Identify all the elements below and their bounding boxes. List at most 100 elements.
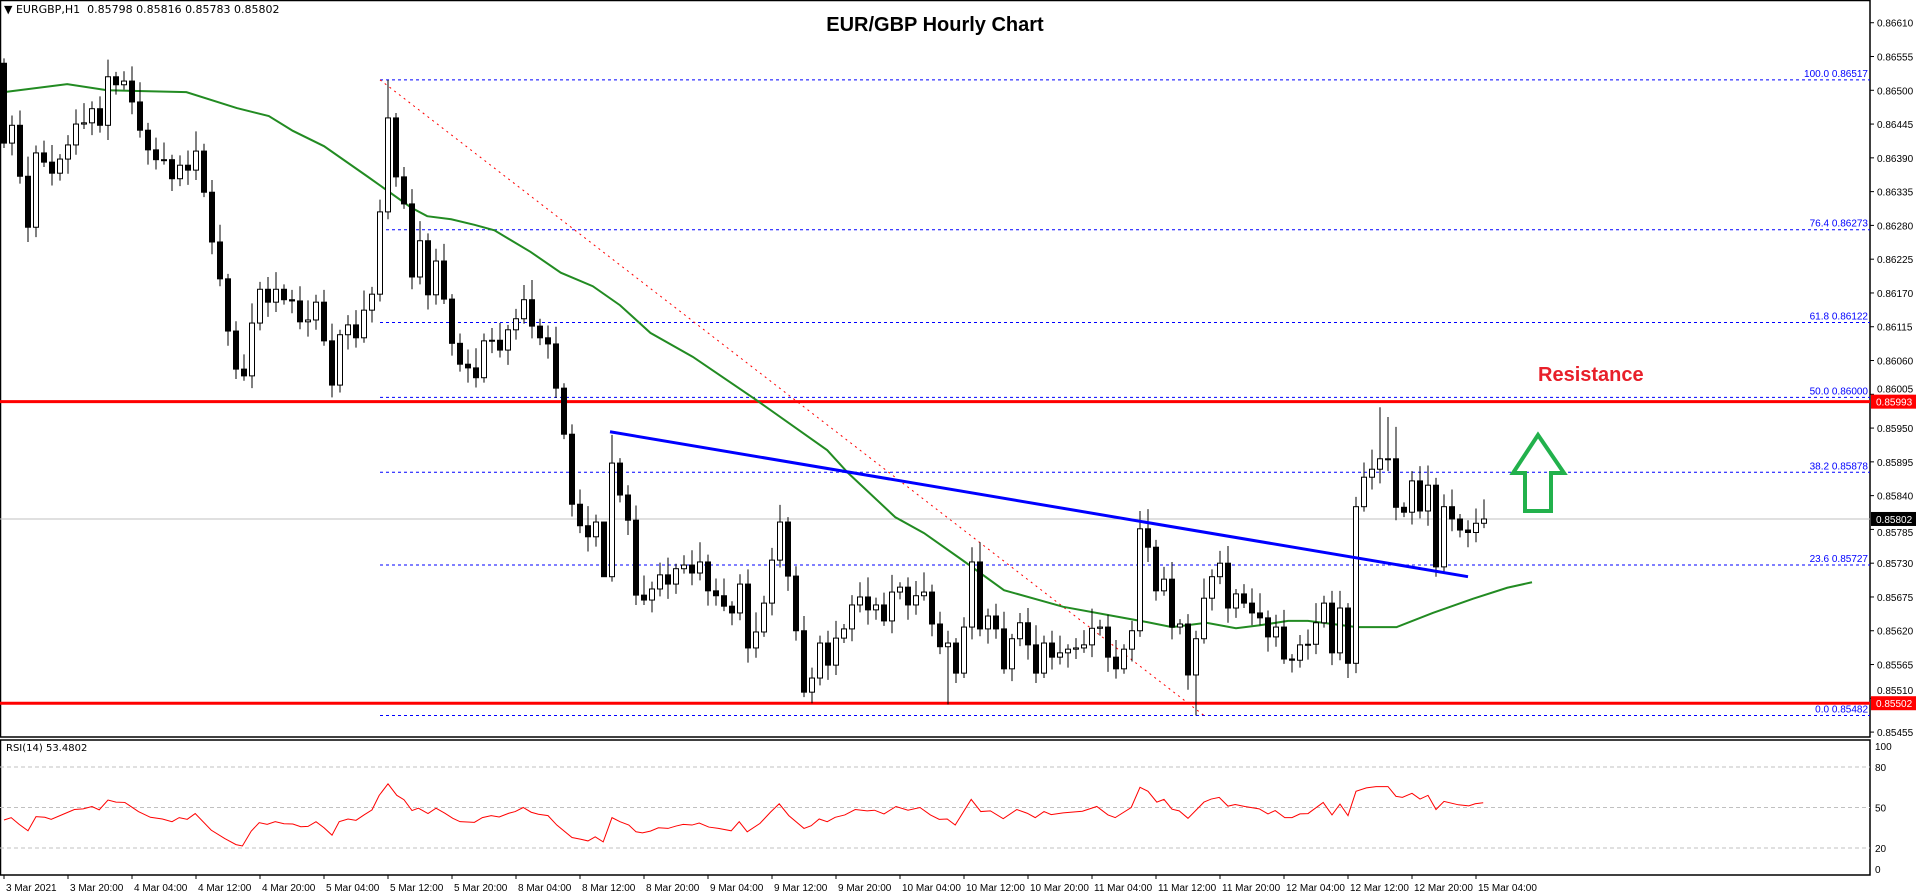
candle-body-bear xyxy=(289,299,295,302)
candle-body-bear xyxy=(601,521,607,578)
candle-body-bull xyxy=(1065,648,1071,654)
candle-body-bear xyxy=(409,203,415,278)
candle xyxy=(545,325,551,359)
candle-body-bear xyxy=(633,519,639,596)
candle xyxy=(561,383,567,440)
candle xyxy=(1193,630,1199,716)
candle xyxy=(1081,630,1087,653)
current-price-label: 0.85802 xyxy=(1876,515,1913,526)
symbol-label: EURGBP,H1 xyxy=(15,3,81,16)
time-tick-label: 5 Mar 20:00 xyxy=(454,883,508,894)
time-tick-label: 11 Mar 04:00 xyxy=(1094,883,1153,894)
candle xyxy=(73,109,79,155)
candle-body-bull xyxy=(1337,607,1343,654)
horizontal-lines[interactable] xyxy=(0,400,1870,705)
candle xyxy=(81,103,87,129)
candle xyxy=(529,280,535,339)
candle xyxy=(737,574,743,621)
candle-body-bear xyxy=(41,152,47,163)
time-tick-label: 15 Mar 04:00 xyxy=(1478,883,1537,894)
descending-trendline[interactable] xyxy=(609,430,1469,579)
candle xyxy=(1209,569,1215,611)
candle-body-bear xyxy=(225,278,231,332)
candle-body-bear xyxy=(953,642,959,674)
candle xyxy=(1377,407,1383,484)
candle-body-bull xyxy=(1209,576,1215,599)
candle-body-bear xyxy=(561,387,567,435)
support-price-label-box xyxy=(1871,696,1916,711)
candle xyxy=(873,597,879,620)
candle xyxy=(473,348,479,388)
rsi-tick-label: 0 xyxy=(1875,865,1881,876)
candle-body-bear xyxy=(625,494,631,521)
candle xyxy=(617,458,623,503)
price-tick-label: 0.85840 xyxy=(1877,492,1914,503)
candle xyxy=(985,608,991,644)
candle xyxy=(425,233,431,310)
candle xyxy=(97,96,103,133)
candle xyxy=(1009,633,1015,682)
candle-body-bear xyxy=(713,590,719,597)
candle-body-bear xyxy=(129,80,135,103)
candle-body-bull xyxy=(73,123,79,146)
candle xyxy=(1161,566,1167,596)
candle xyxy=(145,122,151,165)
candle xyxy=(833,620,839,675)
candle xyxy=(457,333,463,372)
candle xyxy=(1329,590,1335,666)
candle xyxy=(1257,593,1263,626)
candle-body-bear xyxy=(865,596,871,611)
candle xyxy=(953,638,959,683)
candle-body-bull xyxy=(1041,642,1047,674)
candle xyxy=(201,143,207,198)
candle-body-bear xyxy=(977,561,983,630)
candle xyxy=(1473,508,1479,543)
candle-body-bull xyxy=(1305,643,1311,646)
candle-body-bull xyxy=(433,260,439,296)
candle-body-bear xyxy=(441,260,447,300)
collapse-triangle-icon[interactable]: ▼ xyxy=(4,3,16,16)
candle-body-bear xyxy=(449,298,455,344)
candle xyxy=(1105,614,1111,672)
candle xyxy=(1145,509,1151,562)
candle-body-bear xyxy=(145,129,151,151)
candle-body-bear xyxy=(1145,528,1151,548)
time-tick-label: 9 Mar 12:00 xyxy=(774,883,828,894)
fib-swing-line xyxy=(379,79,1205,716)
candle-body-bear xyxy=(1449,506,1455,520)
price-tick-label: 0.85455 xyxy=(1877,728,1914,739)
chart-header: ▼ EURGBP,H1 0.85798 0.85816 0.85783 0.85… xyxy=(4,3,280,16)
candle-body-bear xyxy=(545,337,551,345)
time-tick-label: 10 Mar 20:00 xyxy=(1030,883,1089,894)
price-tick-label: 0.86335 xyxy=(1877,188,1914,199)
candle-body-bear xyxy=(1329,602,1335,654)
candle xyxy=(673,563,679,594)
candle-body-bear xyxy=(1249,602,1255,614)
rsi-tick-label: 80 xyxy=(1875,763,1887,774)
candle xyxy=(1457,514,1463,538)
candle-body-bull xyxy=(1369,468,1375,478)
candle xyxy=(1169,561,1175,640)
candle xyxy=(1097,619,1103,636)
candle-body-bull xyxy=(89,108,95,124)
candle xyxy=(641,575,647,605)
fibonacci-retracement[interactable]: 100.0 0.86517 76.4 0.86273 61.8 0.86122 50.… xyxy=(379,69,1870,717)
candle xyxy=(345,315,351,350)
candle xyxy=(385,79,391,220)
candle xyxy=(329,323,335,398)
candle xyxy=(937,611,943,655)
candle-body-bear xyxy=(1153,546,1159,592)
chart-frame xyxy=(0,0,1871,876)
fib-level-label: 0.0 0.85482 xyxy=(1815,705,1868,716)
resistance-annotation: Resistance xyxy=(1538,364,1644,386)
trendline[interactable] xyxy=(609,430,1469,579)
candle-body-bull xyxy=(121,80,127,86)
ohlc-values: 0.85798 0.85816 0.85783 0.85802 xyxy=(87,3,280,16)
candle xyxy=(337,329,343,393)
candle-body-bull xyxy=(817,642,823,679)
resistance-price-label-box xyxy=(1871,394,1916,409)
candle xyxy=(1337,590,1343,661)
candle xyxy=(217,224,223,287)
candle xyxy=(1121,644,1127,674)
candle-body-bull xyxy=(489,339,495,342)
